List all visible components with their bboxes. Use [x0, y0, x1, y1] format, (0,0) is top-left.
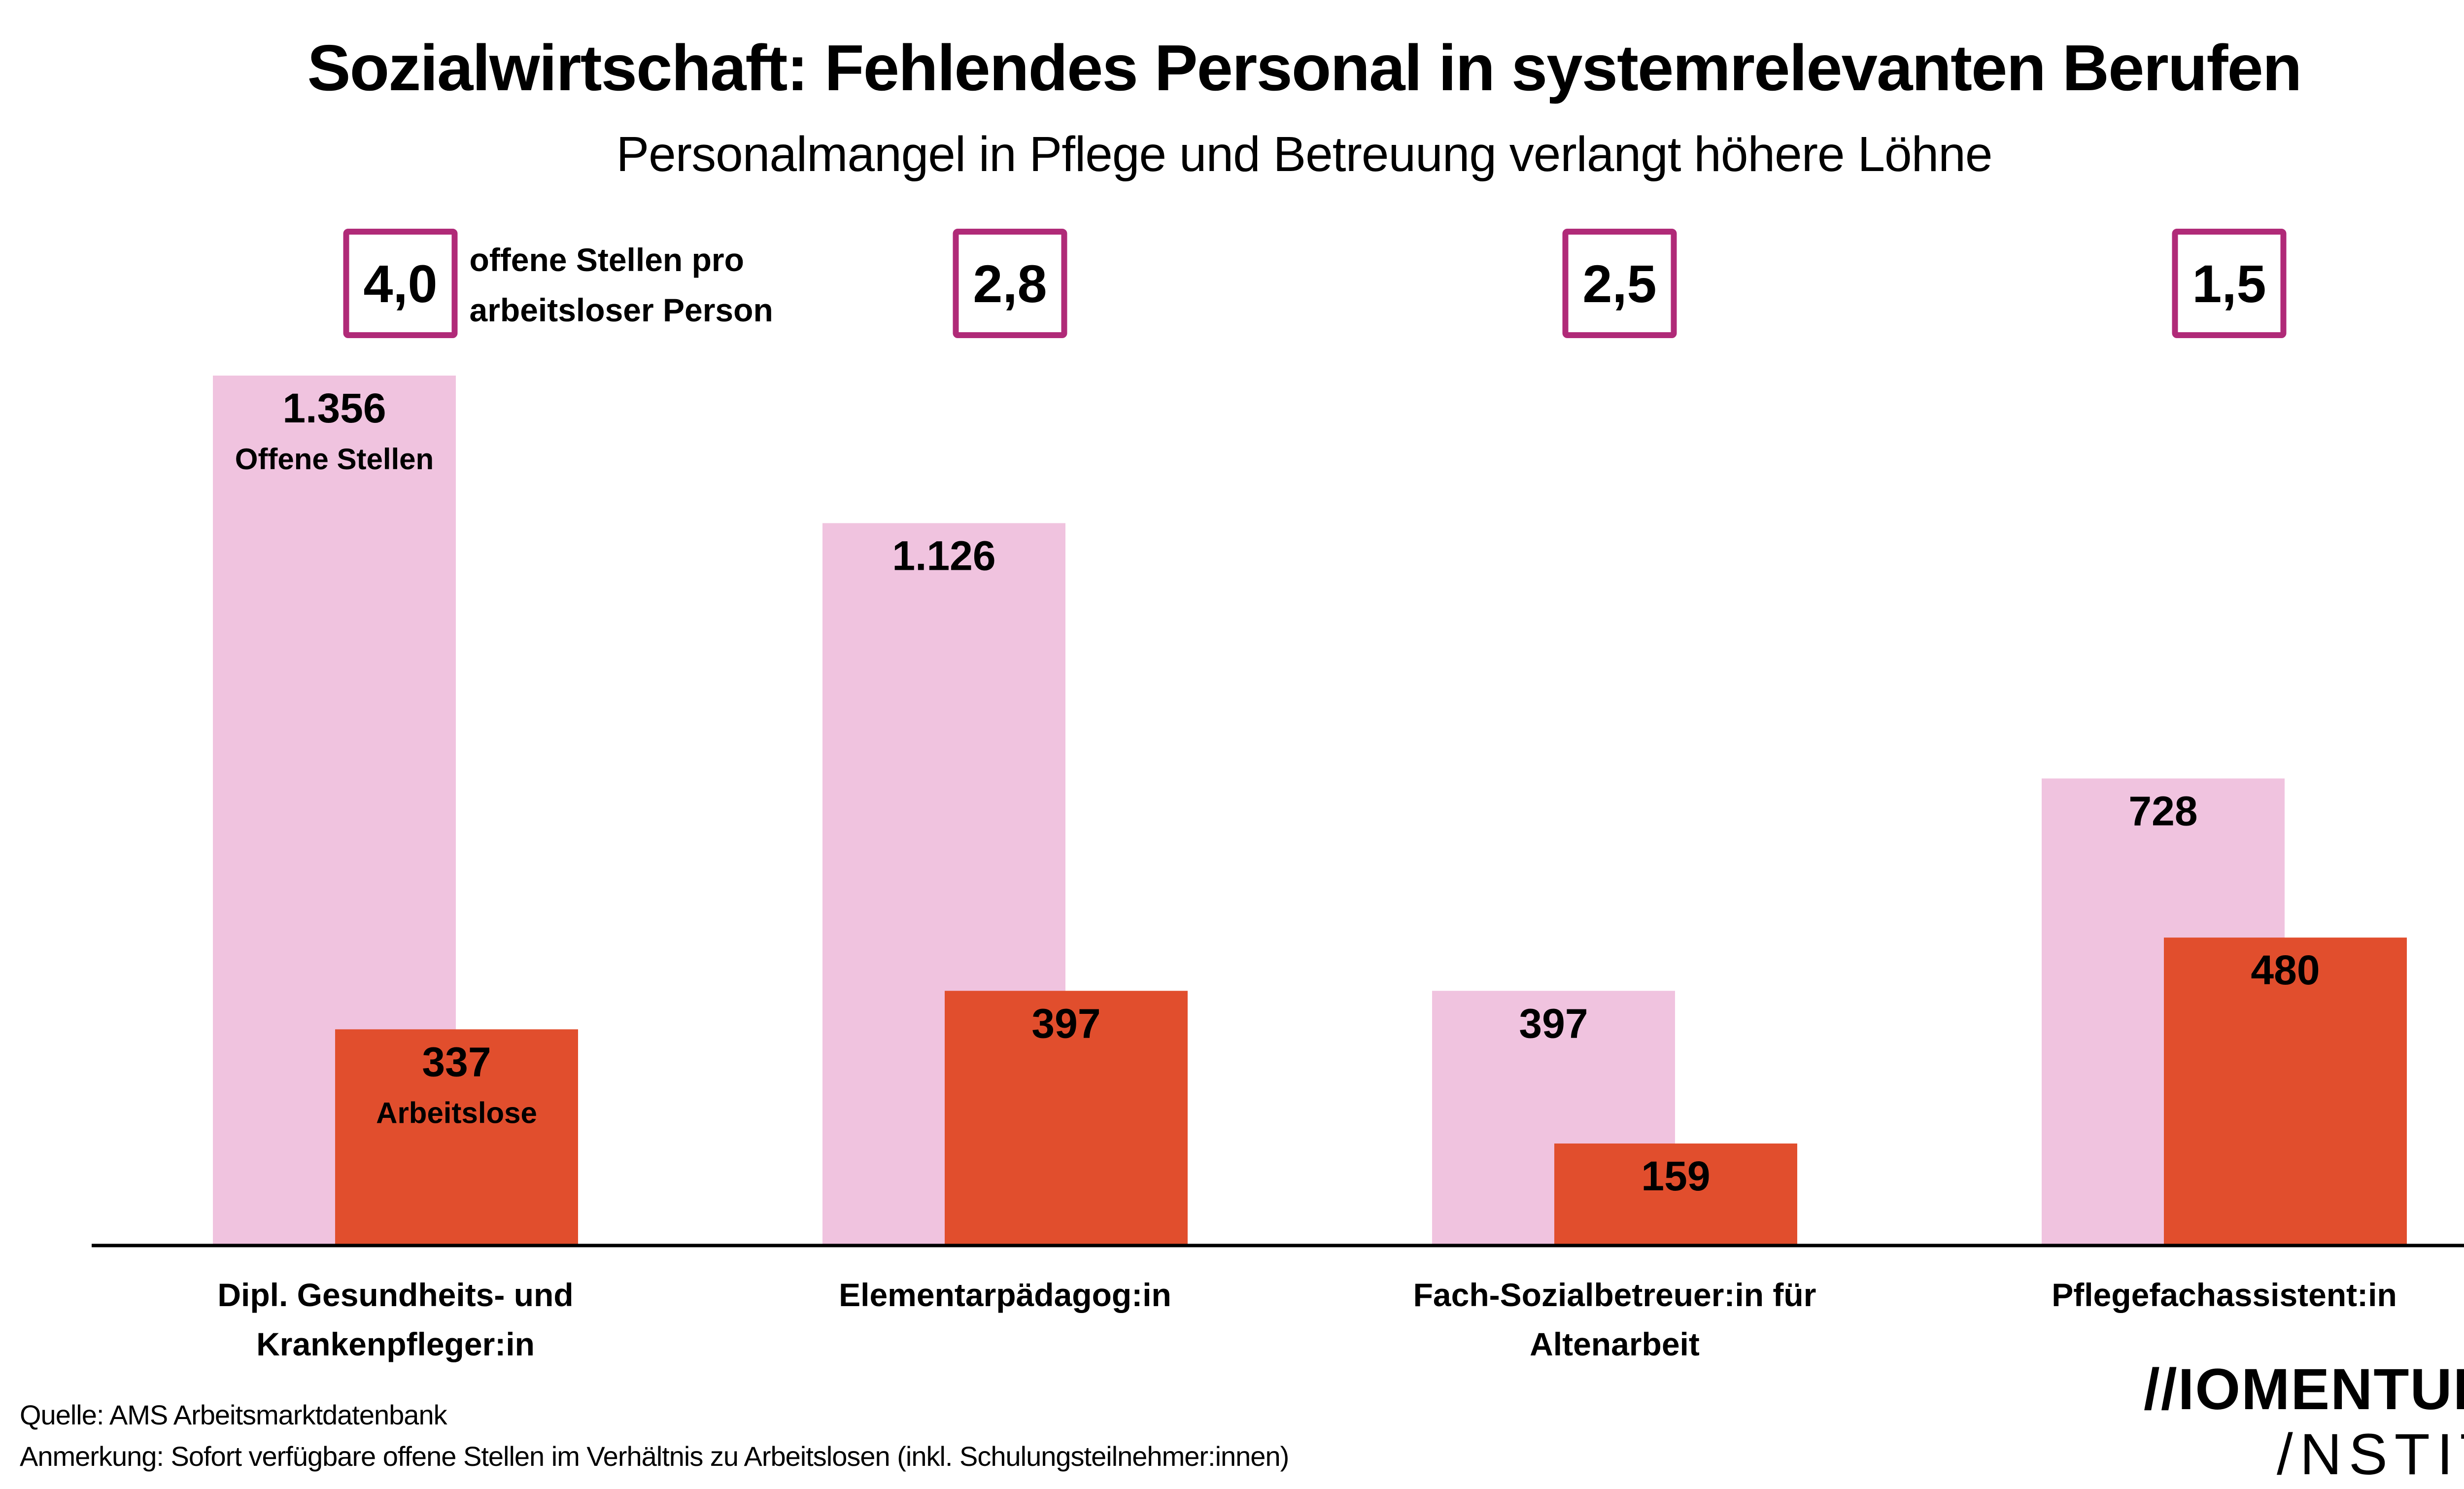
- bar-arbeitslose: [2164, 937, 2407, 1246]
- ratio-box: [343, 229, 458, 338]
- category-label: Elementarpädagog:in: [839, 1277, 1171, 1313]
- value-label-arbeitslose: 397: [1031, 1000, 1100, 1046]
- annotation-note: Anmerkung: Sofort verfügbare offene Stel…: [20, 1441, 1289, 1472]
- ratio-box: [953, 229, 1067, 338]
- source-note: Quelle: AMS Arbeitsmarktdatenbank: [20, 1399, 447, 1430]
- bars: [213, 376, 2407, 1246]
- momentum-institut-logo: //IOMENTUM /NSTITUT: [2144, 1360, 2464, 1484]
- ratio-note: offene Stellen pro: [470, 242, 744, 278]
- category-label: Fach-Sozialbetreuer:in für: [1413, 1277, 1816, 1313]
- value-label-offene-stellen: 1.126: [892, 532, 995, 579]
- inline-legend-offene-stellen: Offene Stellen: [235, 443, 434, 476]
- ratio-box: [1562, 229, 1677, 338]
- value-label-arbeitslose: 480: [2251, 947, 2320, 993]
- ratio-value: 1,5: [2192, 254, 2266, 313]
- category-label: Dipl. Gesundheits- und: [217, 1277, 573, 1313]
- value-label-offene-stellen: 728: [2128, 788, 2197, 834]
- ratio-value: 4,0: [363, 254, 437, 313]
- category-label: Krankenpfleger:in: [256, 1326, 535, 1362]
- ratio-value: 2,8: [973, 254, 1047, 313]
- bar-arbeitslose: [1554, 1143, 1797, 1246]
- ratio-box: [2172, 229, 2287, 338]
- logo-line-1: //IOMENTUM: [2144, 1357, 2464, 1422]
- category-label: Altenarbeit: [1530, 1326, 1700, 1362]
- value-label-arbeitslose: 337: [422, 1039, 491, 1085]
- bar-arbeitslose: [945, 991, 1188, 1246]
- ratio-boxes: 4,0 offene Stellen pro arbeitsloser Person…: [343, 229, 2287, 338]
- value-label-offene-stellen: 1.356: [282, 385, 386, 431]
- value-label-offene-stellen: 397: [1519, 1000, 1588, 1046]
- value-label-arbeitslose: 159: [1641, 1153, 1710, 1199]
- category-label: Pflegefachassistent:in: [2052, 1277, 2397, 1313]
- value-labels: 1.356 337 Offene Stellen Arbeitslose 1.126 39…: [235, 385, 2320, 1199]
- chart-subtitle: Personalmangel in Pflege und Betreuung v…: [616, 127, 1992, 182]
- bar-arbeitslose: [335, 1029, 578, 1246]
- ratio-note: arbeitsloser Person: [470, 292, 773, 328]
- category-labels: Dipl. Gesundheits- und Krankenpfleger:in E…: [217, 1277, 2396, 1362]
- chart-title: Sozialwirtschaft: Fehlendes Personal in …: [307, 32, 2302, 104]
- ratio-value: 2,5: [1582, 254, 1656, 313]
- inline-legend-arbeitslose: Arbeitslose: [376, 1096, 537, 1129]
- logo-line-2: /NSTITUT: [2277, 1422, 2464, 1487]
